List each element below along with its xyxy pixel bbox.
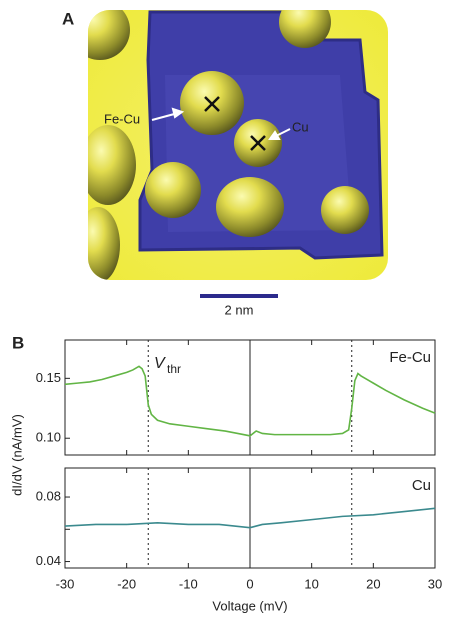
legend-label: Fe-Cu: [389, 349, 431, 366]
x-tick-label: 30: [428, 576, 442, 591]
legend-label: Cu: [412, 477, 431, 494]
x-tick-label: 0: [246, 576, 253, 591]
annotation-subscript: thr: [167, 362, 181, 376]
scale-bar: [200, 294, 278, 298]
y-tick-label: 0.08: [36, 488, 61, 503]
stm-image: [70, 0, 388, 283]
x-tick-label: -10: [179, 576, 198, 591]
scale-label: 2 nm: [225, 302, 254, 317]
panel-label: B: [12, 333, 24, 352]
y-tick-label: 0.15: [36, 370, 61, 385]
y-tick-label: 0.10: [36, 430, 61, 445]
x-tick-label: -20: [117, 576, 136, 591]
annotation: Fe-Cu: [104, 111, 140, 126]
x-tick-label: -30: [56, 576, 75, 591]
panel-label: A: [62, 9, 74, 28]
x-axis-label: Voltage (mV): [212, 598, 287, 613]
y-axis-label: dI/dV (nA/mV): [9, 414, 24, 496]
y-tick-label: 0.04: [36, 553, 61, 568]
x-tick-label: 20: [366, 576, 380, 591]
figure: A Fe-Cu Cu 2 nm B dI/dV (nA/mV) Voltage …: [0, 0, 452, 627]
annotation: Cu: [292, 119, 309, 134]
annotation: V: [154, 355, 166, 372]
x-tick-label: 10: [304, 576, 318, 591]
